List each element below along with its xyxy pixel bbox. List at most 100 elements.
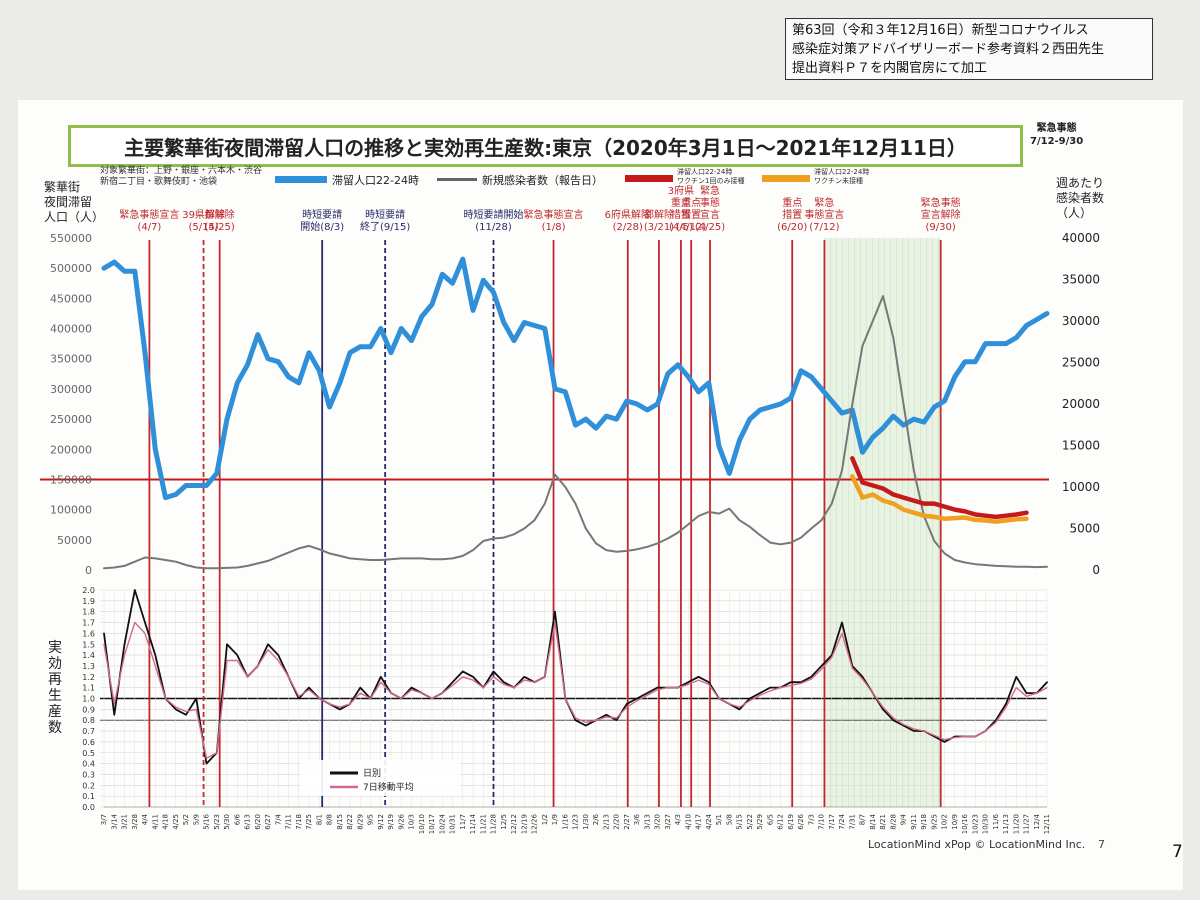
x-tick-label: 1/30 — [582, 814, 590, 830]
x-tick-label: 11/28 — [490, 814, 498, 834]
legend-pop-swatch — [275, 176, 327, 183]
r-tick-label: 0.9 — [82, 705, 95, 714]
x-tick-label: 11/6 — [992, 813, 1000, 829]
legend-vax1-line: ワクチン1回のみ接種 — [677, 177, 745, 185]
x-tick-label: 11/7 — [459, 814, 467, 830]
x-tick-label: 11/13 — [1002, 814, 1010, 834]
event-label: 重点 — [681, 196, 701, 209]
left-tick-label: 550000 — [50, 232, 92, 245]
x-tick-label: 5/2 — [182, 814, 190, 825]
right-tick-label: 10000 — [1062, 480, 1100, 494]
r-daily-series-line — [103, 589, 1048, 765]
event-label: 39県解除 — [182, 208, 225, 221]
x-tick-label: 6/27 — [264, 814, 272, 830]
right-tick-label: 20000 — [1062, 397, 1100, 411]
x-tick-label: 1/23 — [572, 814, 580, 830]
x-tick-label: 6/6 — [233, 813, 241, 825]
r-tick-label: 1.6 — [82, 629, 95, 638]
event-label: 都解除 — [644, 208, 674, 221]
event-label: (9/30) — [926, 222, 956, 233]
left-tick-label: 250000 — [50, 413, 92, 426]
x-tick-label: 10/10 — [418, 814, 426, 834]
legend-cases-label: 新規感染者数（報告日） — [482, 174, 603, 187]
right-axis-title-line: （人） — [1056, 206, 1093, 220]
x-tick-label: 6/19 — [787, 814, 795, 830]
r-tick-label: 0.3 — [82, 770, 95, 779]
event-label: 都解除 — [205, 208, 235, 221]
r-tick-label: 2.0 — [82, 586, 95, 595]
x-tick-label: 8/21 — [879, 814, 887, 830]
event-label: (4/25) — [695, 222, 725, 233]
x-tick-label: 2/27 — [623, 814, 631, 830]
r-tick-label: 1.8 — [82, 608, 95, 617]
x-tick-label: 5/9 — [192, 814, 200, 825]
legend-vax0-swatch — [762, 175, 810, 182]
event-label: (4/7) — [137, 222, 161, 233]
left-axis-title-line: 夜間滞留 — [44, 195, 93, 209]
chart-title-box: 主要繁華街夜間滞留人口の推移と実効再生産数:東京（2020年3月1日～2021年… — [68, 125, 1023, 167]
r-tick-label: 0.0 — [82, 803, 95, 812]
x-tick-label: 12/11 — [1043, 814, 1051, 834]
pop-series-line — [101, 256, 1050, 501]
left-tick-label: 350000 — [50, 353, 92, 366]
event-label: (4/12) — [676, 222, 706, 233]
legend-vax0-line: ワクチン未接種 — [814, 177, 863, 185]
event-label: (7/12) — [809, 222, 839, 233]
legend-pop-label: 滞留人口22-24時 — [332, 174, 419, 187]
x-tick-label: 5/29 — [756, 814, 764, 830]
x-tick-label: 1/16 — [561, 813, 569, 829]
r-tick-label: 1.3 — [82, 662, 95, 671]
right-tick-label: 25000 — [1062, 356, 1100, 370]
event-label: 3府県 — [668, 184, 694, 197]
legend-vax1-line: 滞留人口22-24時 — [677, 168, 733, 176]
right-tick-label: 30000 — [1062, 314, 1100, 328]
legend-vax1-swatch — [625, 175, 673, 182]
x-tick-label: 7/17 — [828, 814, 836, 830]
legend-vax1-label: 滞留人口22-24時 ワクチン1回のみ接種 — [677, 168, 744, 186]
event-label: (4/5) — [669, 222, 693, 233]
left-axis-title-line: 人口（人） — [44, 210, 105, 224]
emergency-period-shade — [824, 238, 941, 807]
legend-cases-swatch — [437, 178, 477, 181]
source-note-line: 第63回（令和３年12月16日）新型コロナウイルス — [792, 23, 1089, 38]
x-tick-label: 8/14 — [869, 813, 877, 829]
x-tick-label: 2/13 — [602, 814, 610, 830]
right-tick-label: 40000 — [1062, 231, 1100, 245]
emergency-period-line: 緊急事態 — [1036, 123, 1077, 134]
x-tick-label: 7/4 — [274, 813, 282, 825]
target-areas-line: 新宿二丁目・歌舞伎町・池袋 — [100, 177, 218, 187]
event-label: 事態宣言 — [804, 208, 844, 221]
x-tick-label: 4/17 — [695, 814, 703, 830]
x-tick-label: 9/19 — [387, 814, 395, 830]
x-tick-label: 6/20 — [254, 814, 262, 830]
r-tick-label: 0.7 — [82, 727, 95, 736]
event-label: (3/21) — [644, 222, 674, 233]
x-tick-label: 4/11 — [151, 814, 159, 830]
event-label: 時短要請開始 — [464, 208, 524, 221]
x-tick-label: 7/31 — [848, 814, 856, 830]
target-areas-line: 対象繁華街：上野・銀座・六本木・渋谷 — [100, 166, 263, 176]
x-tick-label: 4/10 — [684, 814, 692, 830]
event-label: (2/28) — [613, 222, 643, 233]
x-tick-label: 12/4 — [1033, 813, 1041, 829]
left-axis-title: 繁華街 夜間滞留 人口（人） — [44, 180, 104, 225]
x-tick-label: 7/24 — [838, 813, 846, 829]
r-tick-label: 1.7 — [82, 619, 95, 628]
event-label: (11/28) — [475, 222, 512, 233]
x-tick-label: 5/22 — [746, 814, 754, 830]
x-tick-label: 10/16 — [961, 813, 969, 834]
x-tick-label: 4/4 — [141, 813, 149, 825]
right-tick-label: 0 — [1092, 563, 1100, 577]
x-tick-label: 7/11 — [285, 814, 293, 830]
r-tick-label: 1.5 — [82, 640, 95, 649]
event-label: 措置 — [782, 208, 802, 221]
right-axis-title-line: 週あたり — [1056, 176, 1105, 190]
x-tick-label: 3/27 — [664, 814, 672, 830]
x-tick-label: 10/31 — [449, 814, 457, 834]
event-label: 時短要請 — [302, 208, 342, 221]
event-label: 事態 — [700, 196, 720, 209]
x-tick-label: 12/26 — [531, 813, 539, 834]
x-tick-label: 9/5 — [367, 814, 375, 825]
x-tick-label: 9/25 — [930, 814, 938, 830]
event-label: 措置 — [671, 208, 691, 221]
